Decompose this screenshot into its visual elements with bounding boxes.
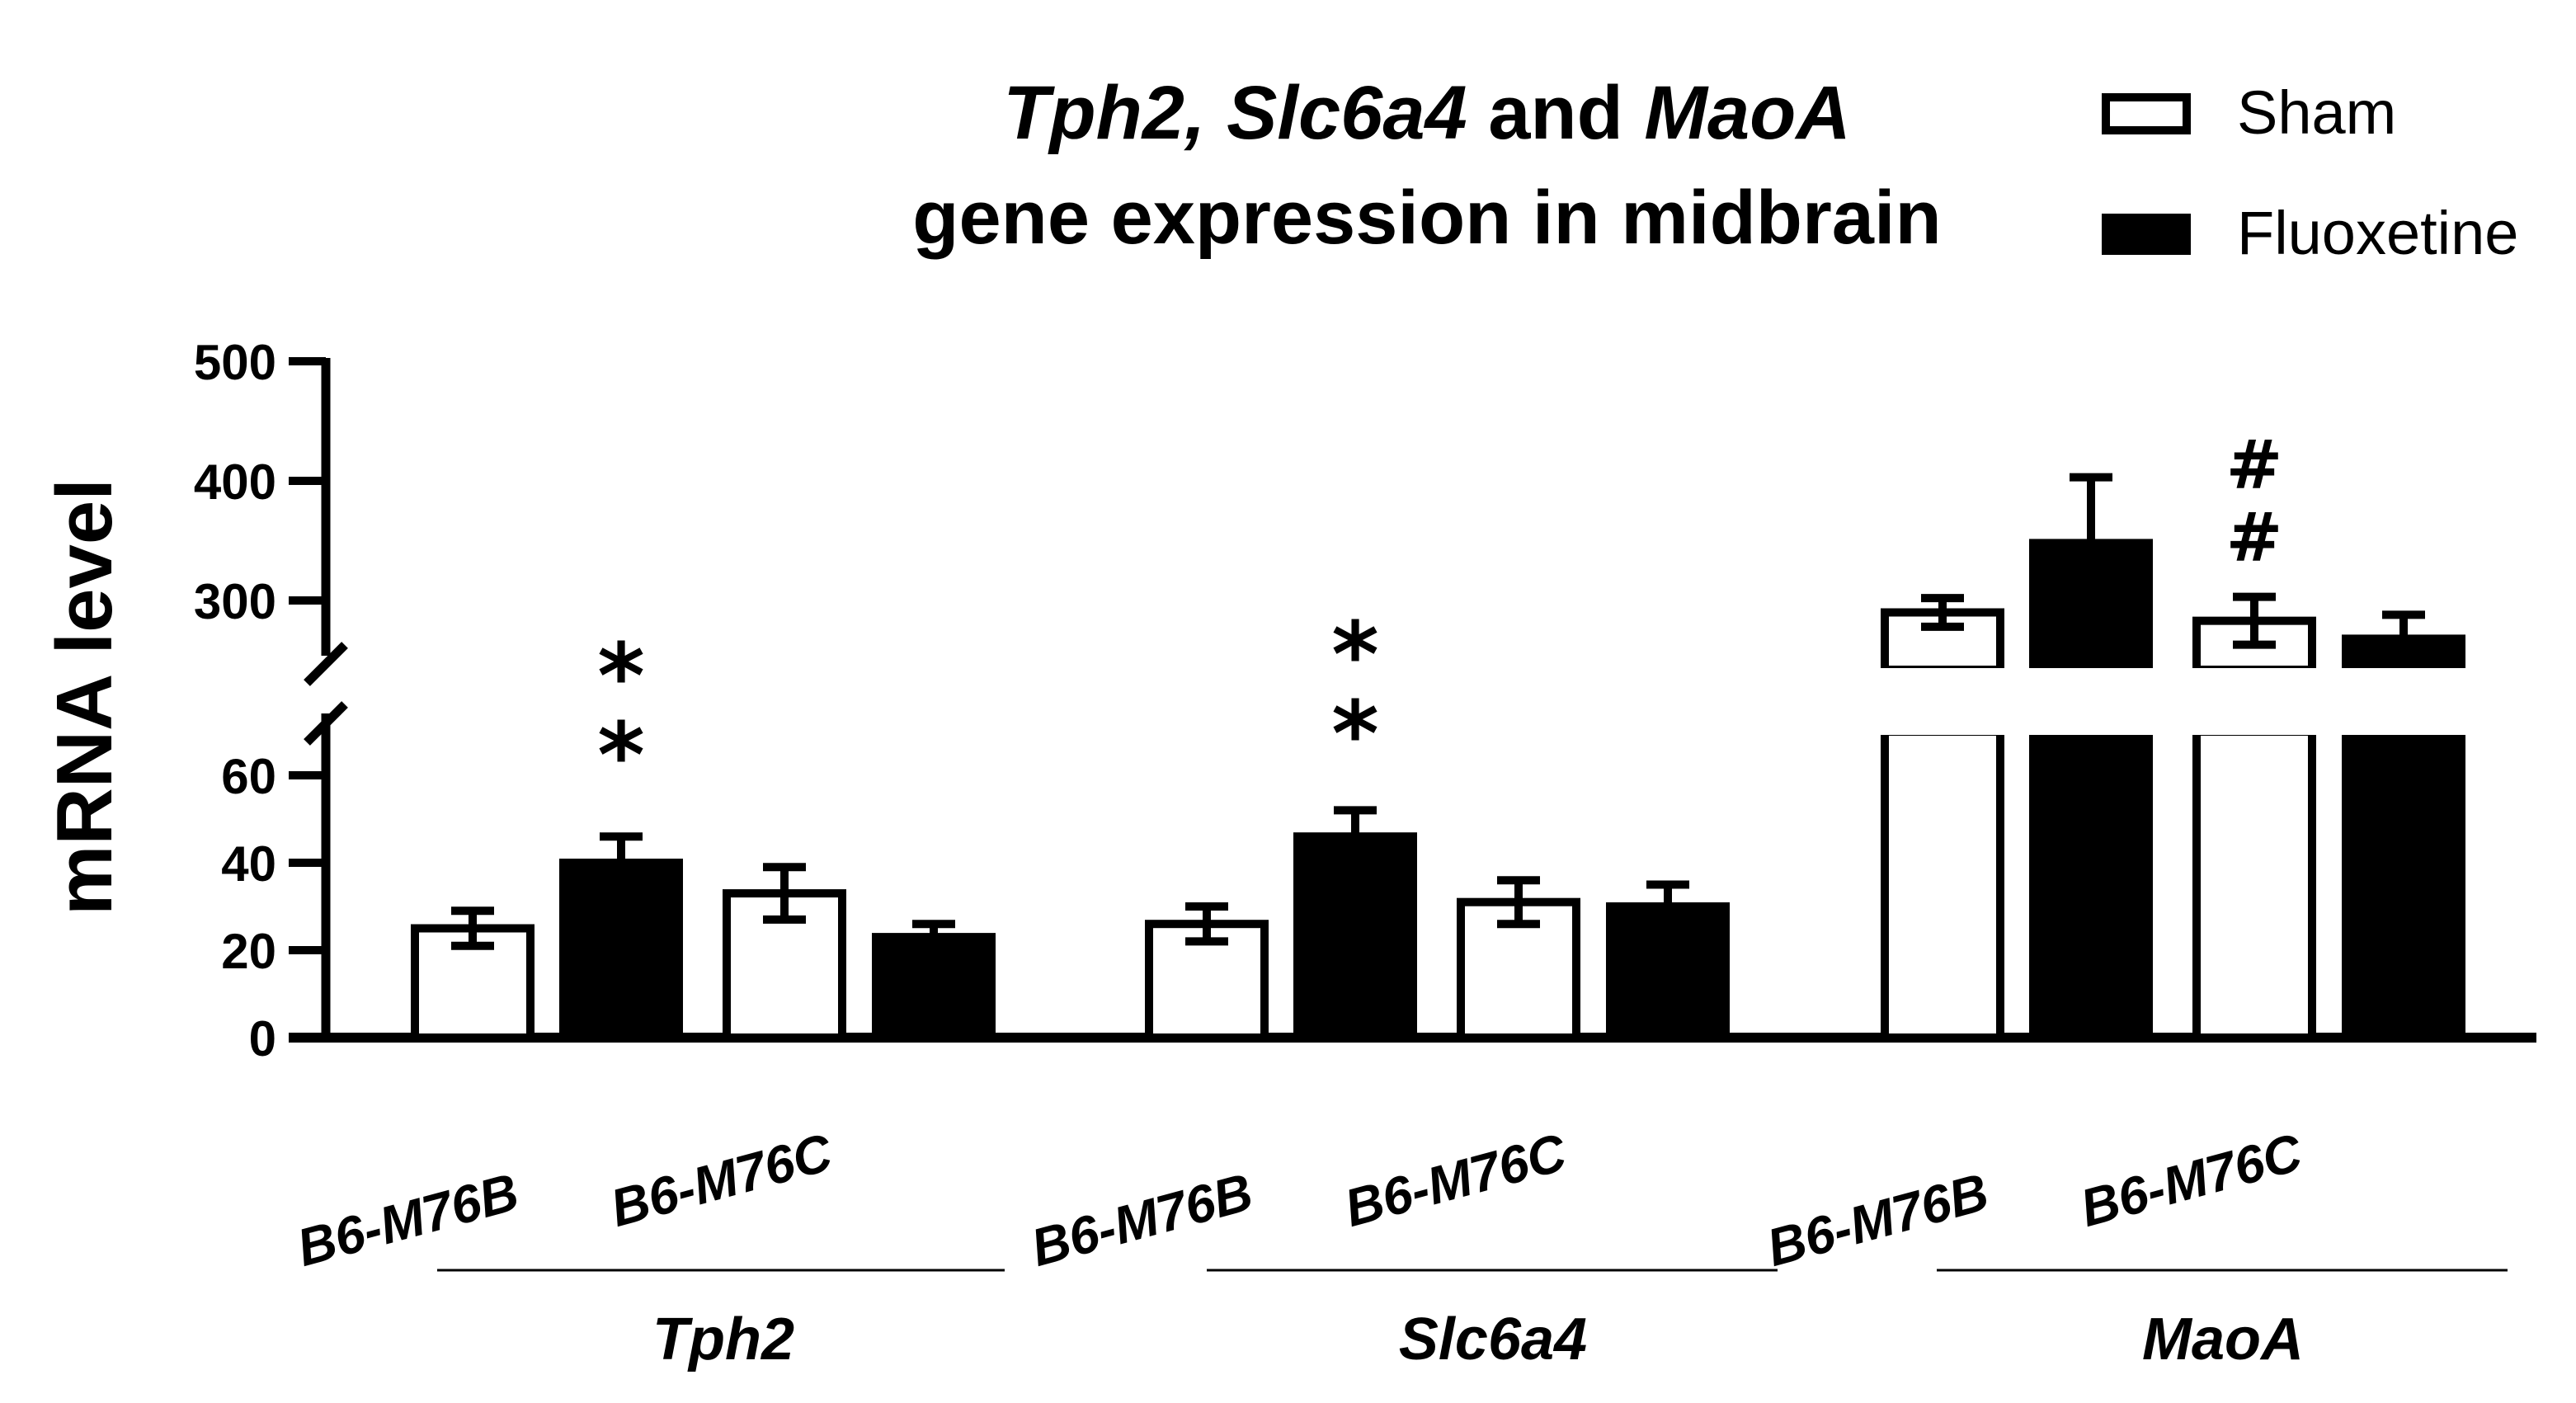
x-category-label: B6-M76B — [1761, 1162, 1994, 1278]
x-category-label: B6-M76B — [291, 1162, 525, 1278]
chart-title-segment: and — [1467, 71, 1645, 155]
bar-maoa-b6-m76b-fluoxetine-lower — [2029, 727, 2153, 1042]
significance-mark: * — [1331, 681, 1379, 787]
axis-break-mark — [304, 701, 348, 746]
x-category-label: B6-M76C — [605, 1122, 839, 1238]
bar-slc6a4-b6-m76c-fluoxetine — [1606, 902, 1730, 1042]
x-category-label: B6-M76C — [2074, 1122, 2309, 1238]
significance-mark: # — [2226, 499, 2283, 577]
bar-break-gap — [1880, 725, 2005, 735]
significance-annotation: # # — [2226, 426, 2283, 577]
gene-group-label: MaoA — [2142, 1306, 2304, 1372]
significance-mark: * — [597, 703, 645, 808]
significance-mark: * — [597, 624, 645, 729]
y-tick-label: 40 — [221, 836, 276, 892]
gene-group-label: Tph2 — [652, 1306, 794, 1372]
significance-annotation: * * — [1331, 602, 1379, 787]
chart-title: Tph2, Slc6a4 and MaoA gene expression in … — [912, 71, 1941, 260]
bar-maoa-b6-m76b-fluoxetine — [2029, 539, 2153, 675]
y-tick-label: 20 — [221, 924, 276, 979]
bars: * ** *# # — [411, 426, 2466, 1043]
bar-break-gap — [2341, 668, 2466, 678]
chart-title-segment: MaoA — [1644, 71, 1850, 155]
bar-maoa-b6-m76c-fluoxetine-lower — [2342, 727, 2465, 1042]
bar-break-gap — [2028, 725, 2154, 735]
significance-mark: * — [1331, 602, 1379, 708]
bar-break-gap — [2192, 668, 2317, 678]
legend-swatch-sham — [2102, 93, 2191, 134]
chart-title-line-2: gene expression in midbrain — [912, 176, 1941, 260]
significance-annotation: * * — [597, 624, 645, 808]
bar-break-gap — [2192, 725, 2317, 735]
axis-break-mark — [304, 642, 348, 686]
bar-slc6a4-b6-m76b-fluoxetine — [1293, 832, 1417, 1043]
y-tick-label: 300 — [194, 574, 276, 629]
chart-title-line-1: Tph2, Slc6a4 and MaoA — [1003, 71, 1851, 155]
y-tick-label: 0 — [249, 1011, 276, 1066]
x-category-label: B6-M76C — [1339, 1122, 1573, 1238]
significance-mark: # — [2226, 426, 2283, 505]
x-category-label: B6-M76B — [1025, 1162, 1259, 1278]
y-tick-label: 60 — [221, 749, 276, 804]
bar-maoa-b6-m76b-sham-lower — [1881, 727, 2004, 1042]
bar-tph2-b6-m76b-fluoxetine — [559, 859, 683, 1042]
y-tick-label: 500 — [194, 335, 276, 390]
y-axis-label: mRNA level — [40, 478, 129, 916]
bar-break-gap — [2341, 725, 2466, 735]
y-tick-label: 400 — [194, 454, 276, 510]
bar-maoa-b6-m76c-fluoxetine — [2342, 634, 2465, 675]
legend-label-sham: Sham — [2237, 78, 2396, 147]
legend-label-fluoxetine: Fluoxetine — [2237, 199, 2518, 267]
legend-swatch-fluoxetine — [2102, 214, 2191, 255]
gene-group-label: Slc6a4 — [1399, 1306, 1587, 1372]
chart-title-segment: Tph2, Slc6a4 — [1003, 71, 1467, 155]
bar-break-gap — [1880, 668, 2005, 678]
bar-maoa-b6-m76c-sham-lower — [2192, 727, 2316, 1042]
bar-tph2-b6-m76c-fluoxetine — [872, 933, 996, 1042]
legend: Sham Fluoxetine — [2102, 78, 2518, 267]
bar-break-gap — [2028, 668, 2154, 678]
x-axis-labels: B6-M76B B6-M76C Tph2 B6-M76B B6-M76C Slc6a4 B6… — [291, 1122, 2508, 1372]
